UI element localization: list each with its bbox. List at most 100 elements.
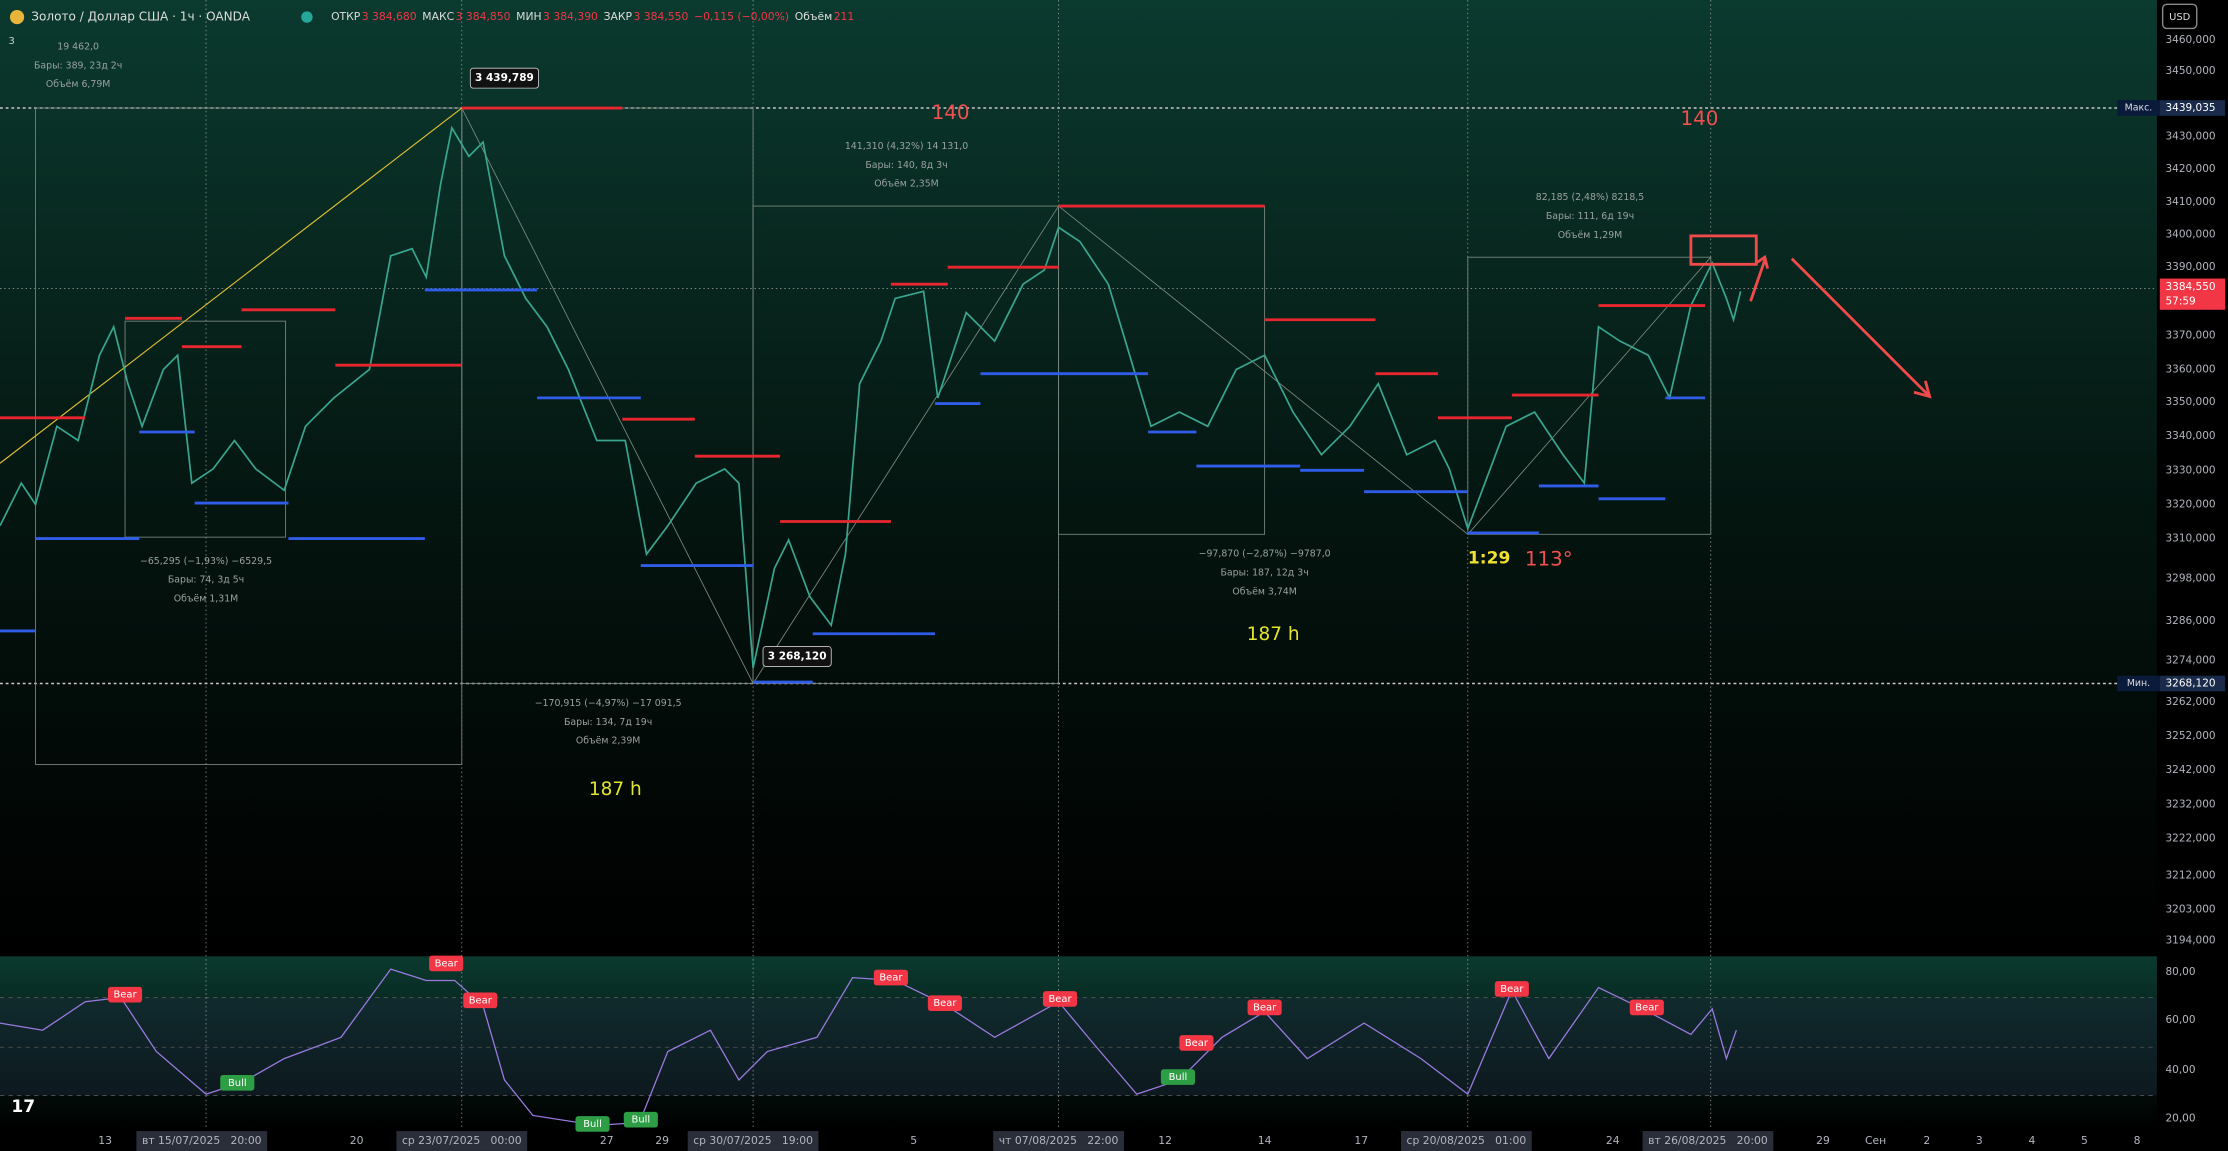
badge: [2159, 100, 2226, 116]
price-label: 3360,000: [2165, 363, 2215, 375]
price-label: 3450,000: [2165, 65, 2215, 77]
rsi-label: 40,00: [2165, 1064, 2195, 1076]
rsi-signal-box: [107, 986, 143, 1003]
rsi-signal-box: [1160, 1069, 1195, 1085]
measure-text: Бары: 389, 23д 2ч: [34, 60, 122, 71]
time-badge: [396, 1131, 528, 1151]
measure-text: Объём 2,39M: [576, 736, 640, 747]
ohlc-label: ЗАКР: [604, 10, 633, 23]
rsi-signal: Bear: [1500, 984, 1524, 995]
rsi-signal: Bull: [632, 1115, 651, 1126]
currency-button[interactable]: [2161, 3, 2198, 30]
rsi-signal: Bear: [113, 990, 137, 1001]
symbol: Золото / Доллар США · 1ч · OANDA: [31, 10, 250, 24]
forecast-arrows: [1689, 234, 1932, 399]
time-label: ср 23/07/2025 00:00: [402, 1134, 522, 1147]
time-label: 14: [1258, 1134, 1272, 1147]
price-callout-box: [762, 646, 832, 667]
rsi-signal: Bear: [1048, 994, 1072, 1005]
price-label: 3370,000: [2165, 329, 2215, 341]
rsi-levels: [0, 997, 2157, 1096]
price-label: 3430,000: [2165, 130, 2215, 142]
measure-text: 141,310 (4,32%) 14 131,0: [845, 141, 968, 152]
rsi-label: 20,00: [2165, 1112, 2195, 1124]
rsi-label: 80,00: [2165, 966, 2195, 978]
ohlc-label: МАКС: [422, 10, 454, 23]
time-label: ср 30/07/2025 19:00: [693, 1134, 813, 1147]
time-badge: [1642, 1131, 1774, 1151]
price-label: 3340,000: [2165, 430, 2215, 442]
measure-text: Бары: 74, 3д 5ч: [168, 575, 244, 586]
time-label: 12: [1158, 1134, 1172, 1147]
measure-text: Объём 2,35M: [874, 179, 938, 190]
time-label: 13: [98, 1134, 112, 1147]
rsi-signal-box: [1247, 999, 1282, 1016]
price-label: 3390,000: [2165, 261, 2215, 273]
rsi-signal-box: [575, 1116, 610, 1132]
price-label: 3330,000: [2165, 464, 2215, 476]
symbol-icon: [9, 9, 25, 25]
note: 187 h: [589, 779, 642, 800]
time-label: ср 20/08/2025 01:00: [1407, 1134, 1527, 1147]
time-label: 29: [1816, 1134, 1830, 1147]
measure-text: Объём 1,29M: [1558, 230, 1622, 241]
countdown: 57:59: [2165, 295, 2195, 307]
last-price-badge: [2159, 278, 2226, 310]
ohlc-value: 3 384,680: [362, 10, 417, 23]
last-price: 3384,550: [2165, 281, 2215, 293]
measure-text: Объём 3,74M: [1232, 586, 1296, 597]
time-label: 24: [1606, 1134, 1620, 1147]
rsi-signal: Bear: [933, 998, 957, 1009]
price-scale: [2156, 0, 2228, 1151]
rsi-signal: Bull: [228, 1078, 247, 1089]
measure-text: 19 462,0: [57, 41, 99, 52]
rsi-signal: Bear: [435, 958, 459, 969]
measure-text: Бары: 140, 8д 3ч: [865, 160, 947, 171]
time-label: 17: [1354, 1134, 1368, 1147]
indicators-count[interactable]: 3: [9, 36, 15, 47]
price-label: 3286,000: [2165, 615, 2215, 627]
time-label: 27: [600, 1134, 614, 1147]
rsi-signal-box: [927, 995, 962, 1012]
volume-label: Объём: [795, 10, 833, 23]
note: 1:29: [1468, 548, 1510, 568]
badge: [2117, 675, 2160, 692]
time-label: 3: [1976, 1134, 1983, 1147]
time-label: Сен: [1865, 1134, 1886, 1147]
price-label: 3203,000: [2165, 903, 2215, 915]
ohlc-value: 3 384,850: [456, 10, 511, 23]
price-label: 3410,000: [2165, 196, 2215, 208]
time-label: 5: [2081, 1134, 2088, 1147]
ohlc-label: МИН: [516, 10, 541, 23]
rsi-signal-box: [463, 992, 498, 1009]
rsi-signal-box: [873, 969, 908, 986]
price-label: 3400,000: [2165, 228, 2215, 240]
measure-text: −170,915 (−4,97%) −17 091,5: [535, 698, 682, 709]
rsi-signal: Bull: [583, 1119, 602, 1130]
measure-text: Бары: 134, 7д 19ч: [564, 717, 652, 728]
price-path: [0, 125, 1742, 669]
rsi-signal: Bear: [1185, 1038, 1209, 1049]
tv-logo: 17: [11, 1097, 35, 1117]
currency[interactable]: USD: [2169, 12, 2191, 23]
price-label: 3298,000: [2165, 572, 2215, 584]
price-label: 3212,000: [2165, 869, 2215, 881]
ohlc-value: 3 384,390: [543, 10, 598, 23]
rsi-signal-box: [623, 1111, 658, 1128]
price-label: 3242,000: [2165, 764, 2215, 776]
badge-value: 3268,120: [2165, 677, 2215, 689]
price-label: 3310,000: [2165, 533, 2215, 545]
measure-text: Бары: 187, 12д 3ч: [1220, 568, 1308, 579]
price-label: 3274,000: [2165, 655, 2215, 667]
trend-line: [0, 107, 463, 464]
badge-label: Макс.: [2125, 103, 2153, 114]
rsi-pane: [0, 956, 2157, 1130]
badge-value: 3439,035: [2165, 102, 2215, 114]
note: 187 h: [1247, 624, 1300, 645]
change: −0,115 (−0,00%): [694, 10, 789, 23]
price-label: 3252,000: [2165, 730, 2215, 742]
price-label: 3460,000: [2165, 34, 2215, 46]
time-badge: [687, 1131, 819, 1151]
rsi-signal: Bear: [1635, 1002, 1659, 1013]
